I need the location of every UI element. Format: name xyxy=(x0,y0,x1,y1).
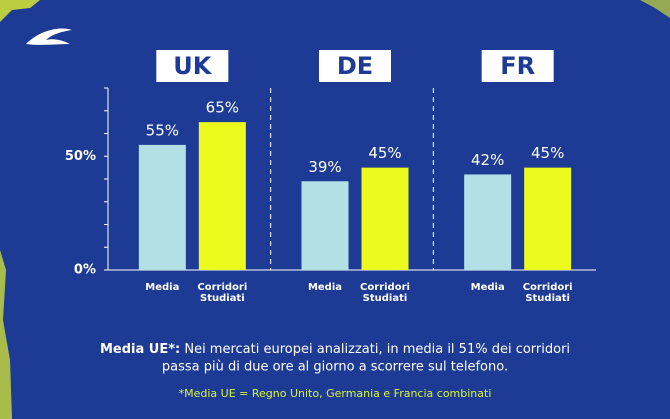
bar-label-line: Corridori xyxy=(360,282,410,293)
bar-label: Media xyxy=(471,282,505,293)
bar-label-line: Studiati xyxy=(525,293,570,304)
bar-label-line: Media xyxy=(308,282,342,293)
footnote: *Media UE = Regno Unito, Germania e Fran… xyxy=(179,387,492,400)
panel-title-box xyxy=(481,50,554,82)
bar-label: Media xyxy=(308,282,342,293)
logo xyxy=(26,28,72,45)
brush-top xyxy=(0,0,40,22)
value-label: 45% xyxy=(531,144,564,162)
value-label: 45% xyxy=(368,144,401,162)
bar xyxy=(198,122,246,270)
note-lead: Media UE*: xyxy=(100,342,180,357)
bar xyxy=(464,174,512,270)
value-label: 39% xyxy=(308,158,341,176)
bar xyxy=(361,167,409,270)
bar-label-line: Studiati xyxy=(200,293,245,304)
bar xyxy=(524,167,572,270)
bar-label: Corridori Studiati xyxy=(197,282,247,304)
bar-label: Corridori Studiati xyxy=(523,282,573,304)
note-line: Media UE*: Nei mercati europei analizzat… xyxy=(100,342,570,357)
note-text: passa più di due ore al giorno a scorrer… xyxy=(162,360,508,375)
bar-label: Corridori Studiati xyxy=(360,282,410,304)
panel-title: DE xyxy=(337,52,373,80)
bar xyxy=(138,144,186,270)
panel-title-box xyxy=(156,50,229,82)
brush-right xyxy=(640,0,670,18)
bar-label-line: Corridori xyxy=(523,282,573,293)
panel-title-box xyxy=(319,50,391,82)
bar-label-line: Studiati xyxy=(363,293,408,304)
bar-label-line: Corridori xyxy=(197,282,247,293)
panel-title: UK xyxy=(173,52,212,80)
panel-title: FR xyxy=(500,52,535,80)
bar-label-line: Media xyxy=(471,282,505,293)
note-text: Nei mercati europei analizzati, in media… xyxy=(184,342,570,357)
y-tick-label: 50% xyxy=(65,149,96,164)
bar-label-line: Media xyxy=(145,282,179,293)
value-label: 42% xyxy=(471,151,504,169)
value-label: 55% xyxy=(146,121,179,139)
y-tick-label: 0% xyxy=(74,263,96,278)
bar xyxy=(301,181,349,270)
value-label: 65% xyxy=(206,99,239,117)
brush-left xyxy=(0,250,12,419)
bar-label: Media xyxy=(145,282,179,293)
